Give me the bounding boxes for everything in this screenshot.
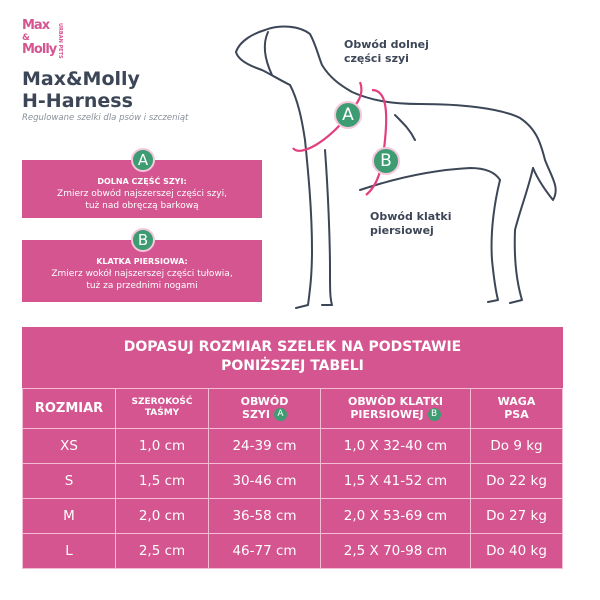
cell-chest: 1,5 X 41-52 cm (320, 462, 471, 499)
header-text: WAGA (497, 395, 536, 408)
chest-label: Obwód klatki piersiowej (370, 210, 452, 238)
cell-width: 1,0 cm (115, 427, 209, 464)
cell-neck: 36-58 cm (208, 497, 321, 534)
cell-neck: 46-77 cm (208, 532, 321, 569)
measure-heading: DOLNA CZĘŚĆ SZYI: (97, 177, 187, 186)
cell-size: S (22, 462, 116, 499)
header-chest: OBWÓD KLATKI PIERSIOWEJ B (320, 387, 471, 429)
neck-label: Obwód dolnej części szyi (344, 38, 429, 66)
table-title-line: DOPASUJ ROZMIAR SZELEK NA PODSTAWIE (123, 339, 462, 356)
cell-neck: 24-39 cm (208, 427, 321, 464)
cell-weight: Do 27 kg (470, 497, 563, 534)
cell-chest: 2,5 X 70-98 cm (320, 532, 471, 569)
cell-weight: Do 40 kg (470, 532, 563, 569)
table-title-line: PONIŻSZEJ TABELI (221, 358, 364, 375)
marker-a-diagram: A (334, 101, 362, 129)
header-text: SZYI (242, 407, 270, 421)
subtitle: Regulowane szelki dla psów i szczeniąt (22, 113, 189, 123)
measure-text: Zmierz wokół najszerszej części tułowia, (51, 269, 233, 279)
table-row: M 2,0 cm 36-58 cm 2,0 X 53-69 cm Do 27 kg (22, 497, 563, 534)
measure-heading: KLATKA PIERSIOWA: (96, 257, 188, 266)
cell-weight: Do 9 kg (470, 427, 563, 464)
cell-width: 1,5 cm (115, 462, 209, 499)
logo-amp: & (22, 33, 30, 43)
header-text: PIERSIOWEJ (350, 407, 424, 421)
cell-width: 2,5 cm (115, 532, 209, 569)
logo-tagline: URBAN PETS (57, 23, 63, 59)
table-header-row: ROZMIAR SZEROKOŚĆ TAŚMY OBWÓD SZYI A OBWÓD … (22, 387, 563, 429)
header-text: OBWÓD (240, 394, 289, 408)
table-title: DOPASUJ ROZMIAR SZELEK NA PODSTAWIE PONIŻ… (23, 327, 563, 388)
cell-size: L (22, 532, 116, 569)
header-text: OBWÓD KLATKI (348, 394, 443, 408)
logo-text-max: Max (22, 18, 50, 33)
marker-b-diagram: B (372, 147, 400, 175)
cell-chest: 1,0 X 32-40 cm (320, 427, 471, 464)
neck-label-line: Obwód dolnej (344, 38, 429, 51)
page-title: Max&Molly H-Harness (22, 68, 140, 112)
brand-logo: Max & Molly URBAN PETS (22, 18, 64, 60)
header-text: TAŚMY (144, 408, 180, 418)
marker-a-icon: A (273, 408, 287, 422)
dog-illustration (235, 25, 557, 309)
cell-width: 2,0 cm (115, 497, 209, 534)
marker-b-icon: B (427, 408, 441, 422)
size-table: DOPASUJ ROZMIAR SZELEK NA PODSTAWIE PONIŻ… (22, 327, 563, 569)
measure-text: Zmierz obwód najszerszej części szyi, (57, 189, 227, 199)
title-line-1: Max&Molly (22, 68, 140, 90)
header-width: SZEROKOŚĆ TAŚMY (115, 387, 209, 429)
chest-label-line: Obwód klatki (370, 210, 452, 223)
chest-label-line: piersiowej (370, 224, 434, 237)
cell-weight: Do 22 kg (470, 462, 563, 499)
neck-label-line: części szyi (344, 52, 409, 65)
header-text: SZEROKOŚĆ (131, 397, 193, 407)
marker-a-badge: A (131, 148, 155, 172)
table-row: L 2,5 cm 46-77 cm 2,5 X 70-98 cm Do 40 kg (22, 532, 563, 569)
logo-text-molly: Molly (22, 42, 57, 57)
header-weight: WAGA PSA (470, 387, 563, 429)
table-row: XS 1,0 cm 24-39 cm 1,0 X 32-40 cm Do 9 kg (22, 427, 563, 464)
cell-size: M (22, 497, 116, 534)
table-row: S 1,5 cm 30-46 cm 1,5 X 41-52 cm Do 22 kg (22, 462, 563, 499)
cell-chest: 2,0 X 53-69 cm (320, 497, 471, 534)
cell-size: XS (22, 427, 116, 464)
marker-b-badge: B (131, 228, 155, 252)
header-neck: OBWÓD SZYI A (208, 387, 321, 429)
header-size: ROZMIAR (22, 387, 116, 429)
measure-text: tuż za przednimi nogami (86, 281, 198, 291)
cell-neck: 30-46 cm (208, 462, 321, 499)
header-text: PSA (504, 408, 529, 421)
measure-text: tuż nad obręczą barkową (85, 201, 199, 211)
title-line-2: H-Harness (22, 90, 133, 112)
